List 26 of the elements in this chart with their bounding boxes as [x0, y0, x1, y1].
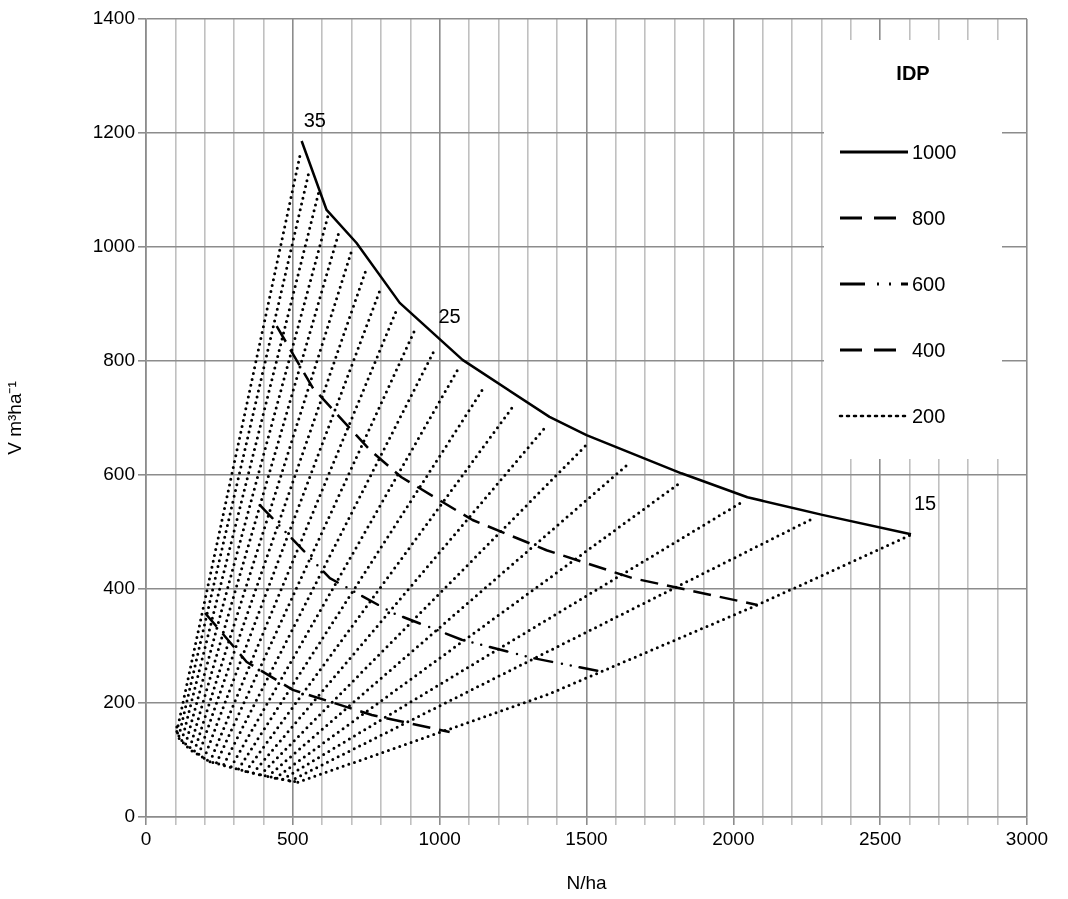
legend-title: IDP — [895, 61, 931, 86]
y-tick-label: 400 — [103, 577, 135, 599]
x-tick-label: 500 — [276, 827, 309, 849]
y-axis-title: V m³ha⁻¹ — [3, 381, 25, 455]
legend-label: 400 — [912, 338, 946, 362]
y-tick-label: 0 — [124, 805, 135, 827]
y-tick-label: 200 — [103, 691, 135, 713]
y-tick-label: 1000 — [92, 235, 135, 257]
y-tick-label: 1200 — [92, 121, 135, 143]
y-tick-label: 1400 — [92, 7, 135, 29]
x-tick-label: 0 — [140, 827, 152, 849]
x-axis-title: N/ha — [566, 871, 607, 893]
annotation: 15 — [913, 492, 937, 515]
legend-label: 800 — [912, 206, 946, 230]
annotation: 35 — [303, 109, 326, 132]
legend-label: 1000 — [912, 140, 957, 164]
x-tick-label: 2500 — [859, 827, 902, 849]
x-tick-label: 1500 — [565, 827, 608, 849]
legend-label: 600 — [912, 272, 946, 296]
legend-label: 200 — [912, 404, 946, 428]
y-tick-label: 800 — [103, 349, 135, 371]
x-tick-label: 3000 — [1005, 827, 1049, 849]
x-tick-label: 2000 — [712, 827, 755, 849]
x-tick-label: 1000 — [418, 827, 461, 849]
y-tick-label: 600 — [103, 463, 135, 485]
annotation: 25 — [438, 305, 461, 328]
